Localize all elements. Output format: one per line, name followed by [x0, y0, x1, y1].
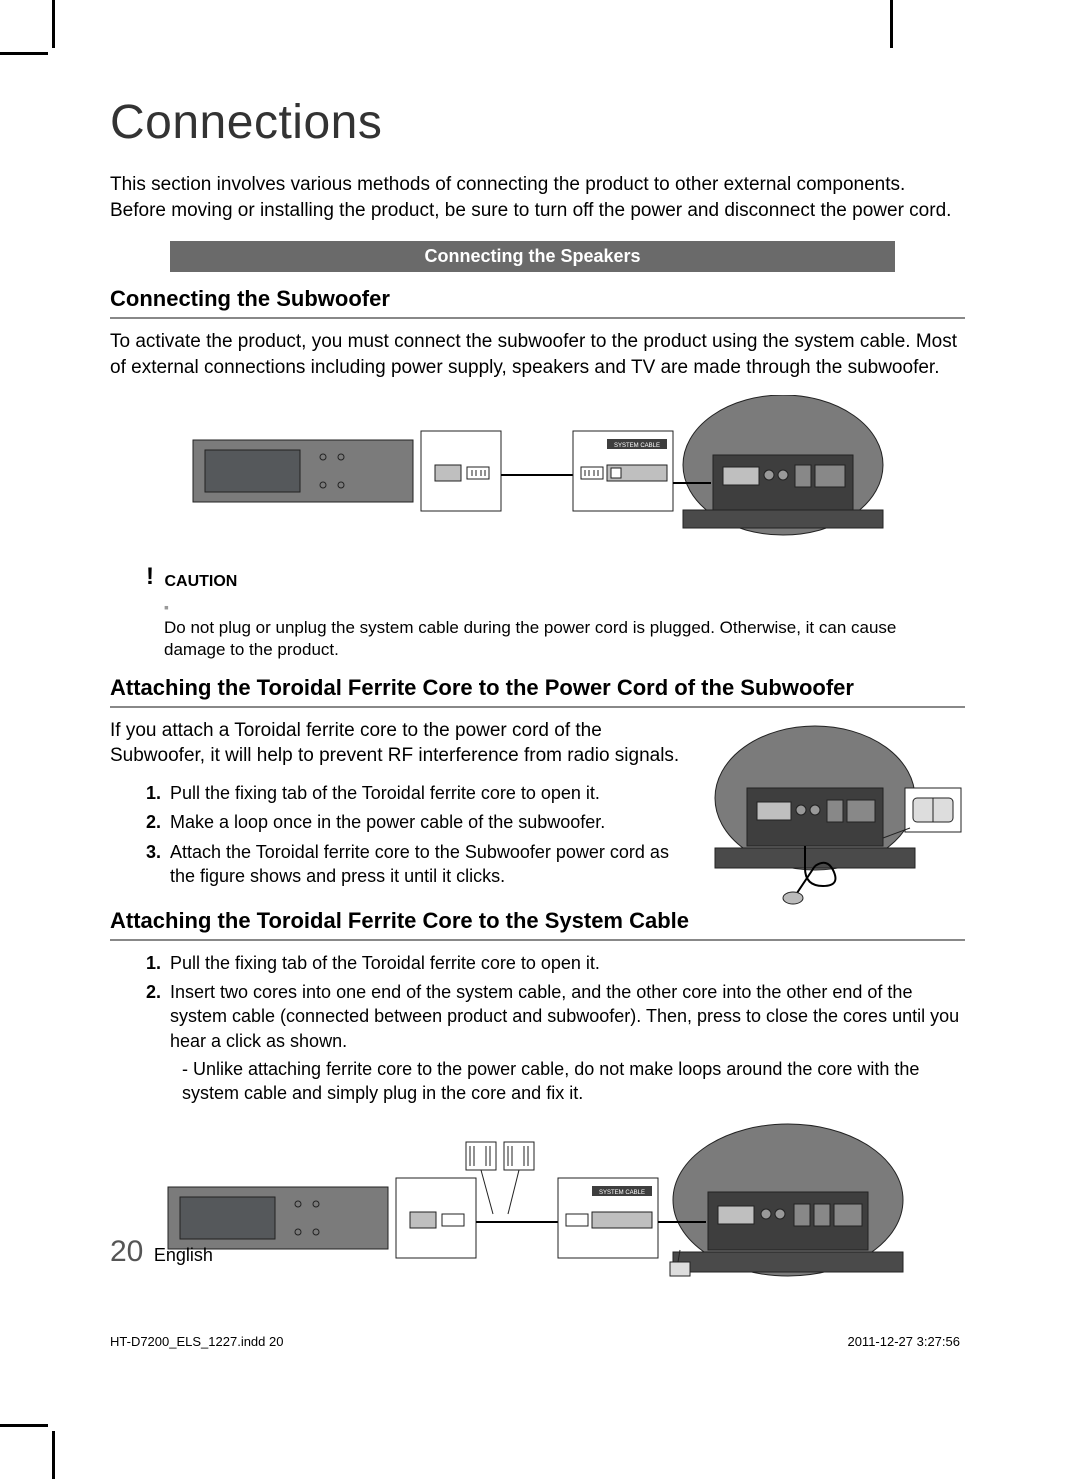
list-item: 2.Make a loop once in the power cable of…: [146, 810, 685, 834]
diagram-ferrite-power: [705, 718, 965, 908]
list-item: 2. Insert two cores into one end of the …: [146, 980, 965, 1105]
subsection-ferrite-power: Attaching the Toroidal Ferrite Core to t…: [110, 675, 965, 708]
system-cable-label: SYSTEM CABLE: [598, 1190, 644, 1196]
diagram-ferrite-system: SYSTEM CABLE: [158, 1122, 918, 1292]
ferrite-system-steps: 1. Pull the fixing tab of the Toroidal f…: [146, 951, 965, 1106]
crop-mark: [890, 0, 893, 48]
caution-body-text: Do not plug or unplug the system cable d…: [164, 617, 954, 661]
list-sub-item: - Unlike attaching ferrite core to the p…: [182, 1057, 965, 1106]
ferrite-power-intro: If you attach a Toroidal ferrite core to…: [110, 718, 685, 769]
page-language: English: [154, 1245, 213, 1265]
bullet-icon: ▪: [164, 598, 176, 616]
caution-icon: !: [146, 563, 154, 591]
list-item: 1. Pull the fixing tab of the Toroidal f…: [146, 951, 965, 975]
imprint-date: 2011-12-27 3:27:56: [847, 1334, 960, 1349]
caution-text: ▪ Do not plug or unplug the system cable…: [164, 595, 965, 661]
subsection-subwoofer: Connecting the Subwoofer: [110, 286, 965, 319]
section-banner: Connecting the Speakers: [170, 241, 895, 272]
page-title: Connections: [110, 95, 965, 150]
list-item: 3.Attach the Toroidal ferrite core to th…: [146, 840, 685, 889]
imprint-file: HT-D7200_ELS_1227.indd 20: [110, 1334, 283, 1349]
caution-label: CAUTION: [164, 567, 237, 591]
subwoofer-body: To activate the product, you must connec…: [110, 329, 965, 380]
list-item: 1.Pull the fixing tab of the Toroidal fe…: [146, 781, 685, 805]
ferrite-power-steps: 1.Pull the fixing tab of the Toroidal fe…: [146, 781, 685, 888]
crop-mark: [0, 52, 48, 55]
subsection-ferrite-system: Attaching the Toroidal Ferrite Core to t…: [110, 908, 965, 941]
page-number: 20: [110, 1235, 143, 1268]
system-cable-label: SYSTEM CABLE: [613, 443, 659, 449]
intro-paragraph: This section involves various methods of…: [110, 172, 965, 223]
crop-mark: [52, 0, 55, 48]
crop-mark: [52, 1431, 55, 1479]
diagram-connection: SYSTEM CABLE: [183, 395, 893, 545]
crop-mark: [0, 1424, 48, 1427]
